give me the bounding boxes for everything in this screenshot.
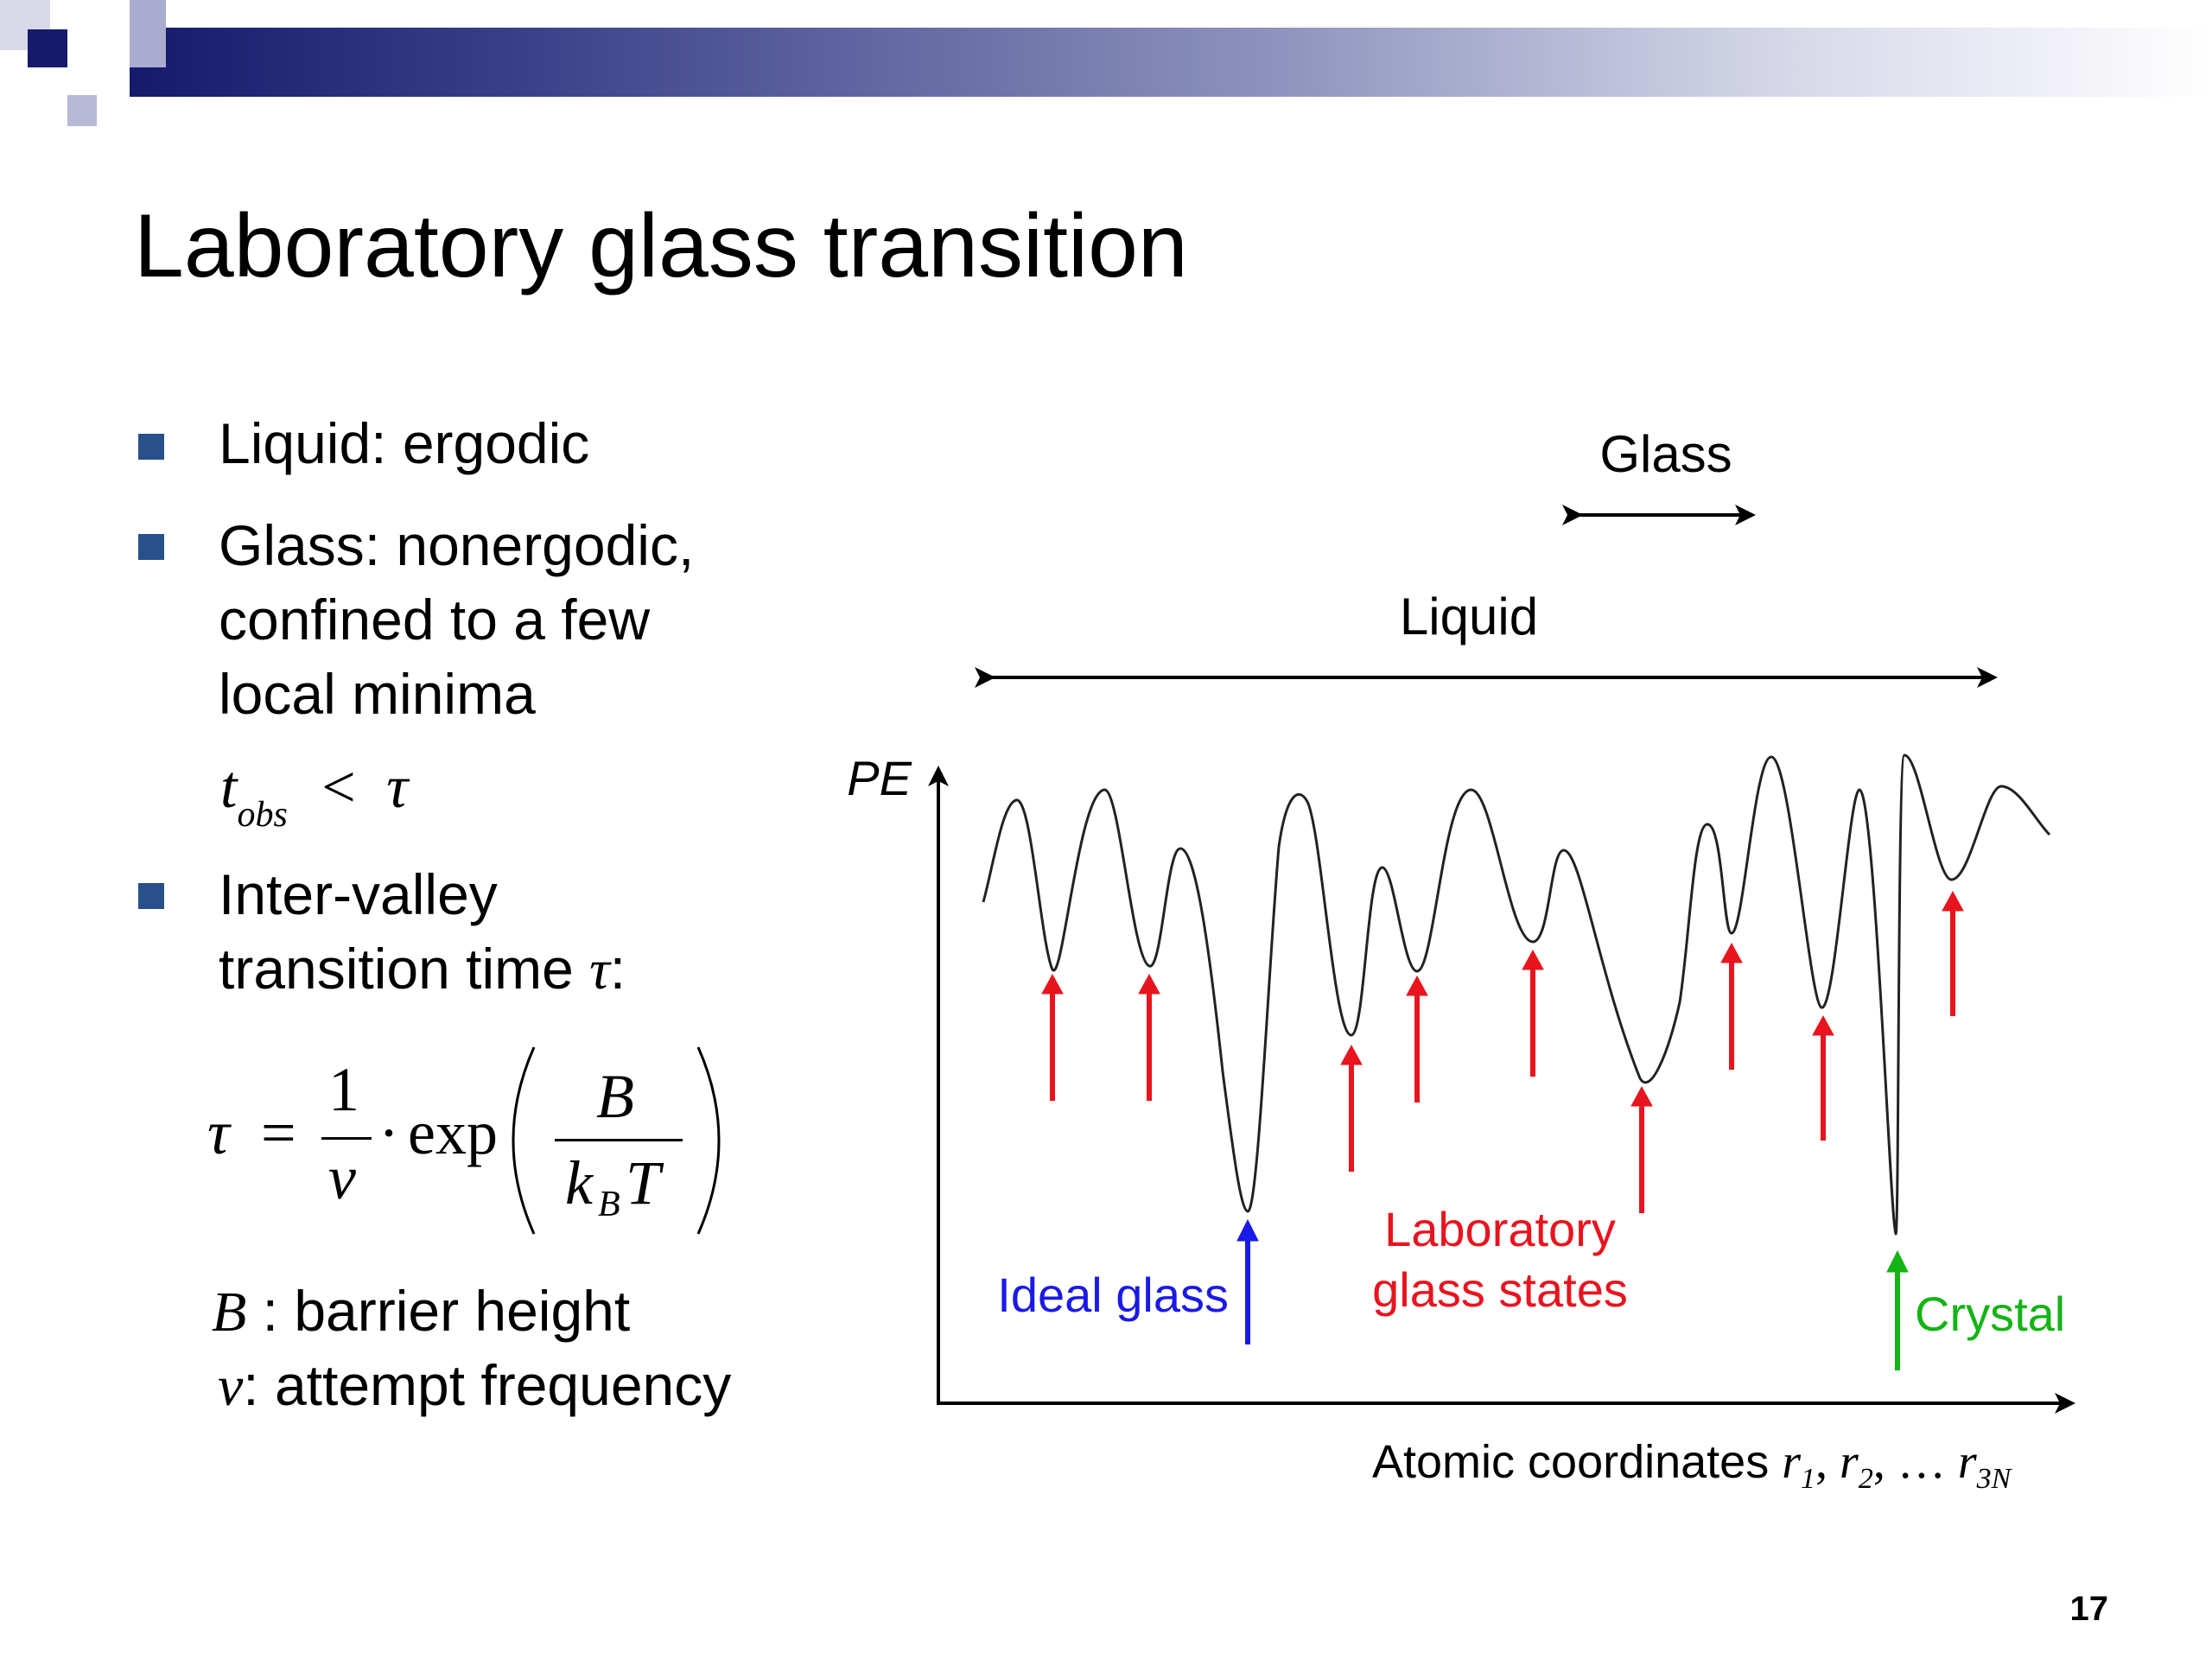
bullet-liquid: Liquid: ergodic — [219, 411, 590, 475]
def-symbol-B: B — [212, 1281, 247, 1344]
lab-glass-label-line2: glass states — [1372, 1262, 1628, 1317]
bullet-intervalley-line: Inter-valley — [219, 862, 498, 926]
def-text-nu: : attempt frequency — [243, 1353, 732, 1417]
bullet-intervalley-line2: transition time τ: — [219, 931, 626, 1007]
formula-parens — [512, 1046, 721, 1235]
def-text-B: : barrier height — [246, 1279, 631, 1343]
formula-T: T — [626, 1148, 661, 1217]
header-square-mid — [130, 0, 166, 67]
x-axis-label: Atomic coordinates r1, r2, … r3N — [1372, 1435, 2013, 1495]
formula-num: 1 — [328, 1055, 359, 1124]
x-var-dots: … — [1897, 1435, 1946, 1489]
header-square-small — [67, 95, 97, 126]
bullet-glass-line: confined to a few — [219, 588, 650, 652]
red-arrow — [1812, 1014, 1834, 1141]
bullet-intervalley-colon: : — [609, 937, 626, 1001]
header-square-dark — [28, 29, 67, 67]
x-var-comma: , — [1815, 1435, 1840, 1489]
crystal-arrow — [1886, 1249, 1909, 1370]
red-arrow — [1041, 973, 1064, 1101]
tobs-tau: τ — [386, 754, 409, 821]
formula-eq: = — [261, 1098, 296, 1167]
x-var-r2: r — [1840, 1435, 1859, 1489]
tau-formula: τ = 1 ν · exp B k B T — [207, 1037, 726, 1244]
red-arrow — [1942, 890, 1964, 1016]
bullet-intervalley-text: transition time — [219, 937, 574, 1001]
crystal-label: Crystal — [1915, 1287, 2065, 1341]
liquid-range-label: Liquid — [1400, 588, 1538, 645]
formula-den: ν — [328, 1143, 356, 1212]
y-axis-label: PE — [847, 751, 912, 805]
bullet-intervalley: Inter-valley transition time τ: — [219, 857, 626, 1007]
red-arrow — [1406, 975, 1428, 1103]
x-var-r1-sub: 1 — [1801, 1463, 1815, 1495]
formula-lhs: τ — [207, 1098, 230, 1167]
formula-func: exp — [408, 1098, 498, 1167]
definition-nu: ν: attempt frequency — [218, 1348, 731, 1424]
glass-range-label: Glass — [1599, 425, 1732, 483]
ideal-glass-label: Ideal glass — [997, 1268, 1229, 1322]
red-arrow — [1630, 1085, 1653, 1213]
fraction-bar-2 — [555, 1139, 683, 1141]
formula-ksub: B — [598, 1185, 620, 1224]
x-var-r1: r — [1782, 1435, 1801, 1489]
formula-dot: · — [378, 1098, 399, 1167]
tau-symbol: τ — [589, 938, 610, 1001]
slide-title: Laboratory glass transition — [134, 196, 1188, 296]
red-arrow — [1522, 949, 1544, 1077]
bullet-glass-line: Glass: nonergodic, — [219, 513, 695, 577]
def-symbol-nu: ν — [218, 1355, 244, 1418]
tobs-equation: tobs < τ — [220, 752, 409, 835]
x-var-r2-sub: 2 — [1859, 1463, 1873, 1495]
ideal-glass-arrow — [1236, 1218, 1259, 1344]
x-var-comma2: , — [1873, 1435, 1897, 1489]
red-arrow — [1340, 1044, 1363, 1172]
tobs-sub: obs — [237, 795, 288, 835]
lab-glass-arrows — [1041, 890, 1964, 1213]
definition-B: B : barrier height — [212, 1274, 630, 1350]
red-arrow — [1720, 942, 1743, 1070]
x-axis-label-text: Atomic coordinates — [1372, 1436, 1769, 1488]
slide-number: 17 — [2069, 1590, 2109, 1628]
bullet-marker — [138, 883, 164, 909]
formula-k: k — [565, 1148, 593, 1217]
tobs-t: t — [220, 754, 238, 821]
bullet-glass: Glass: nonergodic, confined to a few loc… — [219, 508, 694, 731]
bullet-marker — [138, 534, 164, 560]
tobs-rel: < — [321, 754, 356, 821]
fraction-bar — [321, 1137, 372, 1140]
formula-B: B — [596, 1062, 634, 1131]
x-var-r3N: r — [1958, 1435, 1977, 1489]
header-bar — [130, 28, 2212, 97]
potential-energy-curve — [982, 753, 2051, 1236]
bullet-marker — [138, 434, 164, 460]
x-var-r3N-sub: 3N — [1976, 1463, 2013, 1495]
lab-glass-label-line1: Laboratory — [1384, 1202, 1616, 1256]
bullet-glass-line: local minima — [219, 662, 536, 726]
red-arrow — [1138, 973, 1160, 1101]
